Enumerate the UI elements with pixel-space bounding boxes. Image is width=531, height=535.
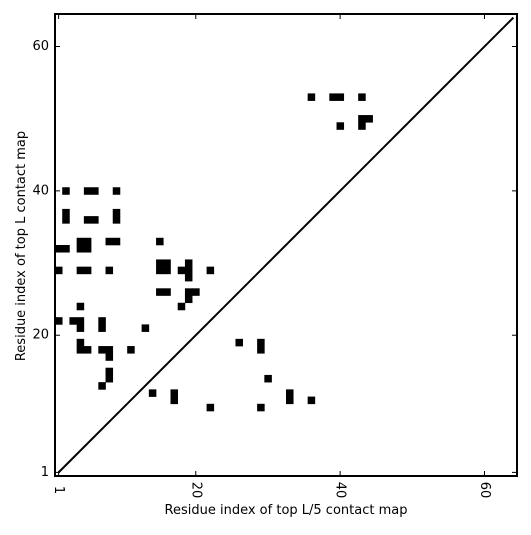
contact-cell-upper xyxy=(286,396,294,405)
y-tick-label: 1 xyxy=(41,465,49,480)
x-tick-label: 1 xyxy=(51,486,66,494)
contact-cell-lower xyxy=(55,245,63,253)
contact-cell-lower xyxy=(184,266,193,275)
contact-cell-lower xyxy=(163,288,171,296)
x-tick-label: 60 xyxy=(477,482,492,499)
contact-cell-lower xyxy=(76,324,85,332)
contact-cell-lower xyxy=(184,259,193,267)
y-tick-label: 20 xyxy=(32,328,49,343)
diagonal-line xyxy=(57,16,515,474)
contact-cell-upper xyxy=(170,396,179,405)
contact-cell-lower xyxy=(127,346,135,354)
contact-cell-lower xyxy=(156,259,164,267)
contact-cell-upper xyxy=(358,93,366,101)
contact-cell-upper xyxy=(358,122,366,130)
x-tick-label: 20 xyxy=(188,482,203,499)
contact-cell-upper xyxy=(358,115,366,123)
contact-cell-upper xyxy=(307,93,316,101)
contact-cell-upper xyxy=(264,374,272,383)
contact-cell-lower xyxy=(112,208,121,217)
contact-cell-upper xyxy=(257,346,265,354)
x-axis-ticks: 1 20 40 60 xyxy=(51,14,492,498)
contact-cell-lower xyxy=(83,266,92,275)
contact-cell-upper xyxy=(170,389,179,397)
contact-cell-lower xyxy=(76,302,85,311)
contact-cell-upper xyxy=(148,389,157,397)
contact-cell-upper xyxy=(329,93,337,101)
contact-cell-lower xyxy=(98,324,106,332)
contact-cell-lower xyxy=(184,288,193,296)
contact-cell-lower xyxy=(76,237,85,246)
contact-cell-upper xyxy=(336,122,345,130)
contact-cell-upper xyxy=(257,338,265,347)
contact-cell-lower xyxy=(69,317,77,325)
contact-cell-lower xyxy=(105,237,114,246)
contact-cell-lower xyxy=(192,288,200,296)
contact-cell-lower xyxy=(98,382,106,390)
contact-cell-lower xyxy=(105,266,114,275)
contact-cell-lower xyxy=(184,273,193,282)
contact-cell-lower xyxy=(62,187,70,195)
contact-cell-lower xyxy=(184,295,193,304)
contact-cell-lower xyxy=(156,237,164,246)
contact-cell-lower xyxy=(55,317,63,325)
y-tick-label: 40 xyxy=(32,183,49,198)
contact-cell-lower xyxy=(98,317,106,325)
contact-cell-upper xyxy=(235,338,243,347)
contact-cell-upper xyxy=(336,93,345,101)
contact-cell-lower xyxy=(206,266,215,275)
contact-cell-lower xyxy=(112,187,121,195)
contact-cells xyxy=(55,93,373,412)
contact-cell-lower xyxy=(163,259,171,267)
contact-cell-lower xyxy=(83,216,92,224)
contact-cell-lower xyxy=(76,245,85,253)
y-axis-label: Residue index of top L contact map xyxy=(14,131,29,361)
contact-cell-upper xyxy=(286,389,294,397)
contact-cell-lower xyxy=(177,266,186,275)
contact-cell-upper xyxy=(206,403,215,412)
contact-cell-lower xyxy=(83,187,92,195)
contact-cell-lower xyxy=(62,245,70,253)
contact-cell-lower xyxy=(76,266,85,275)
plot-frame xyxy=(54,13,518,477)
x-tick-label: 40 xyxy=(333,482,348,499)
contact-cell-lower xyxy=(55,266,63,275)
contact-cell-lower xyxy=(163,266,171,275)
contact-cell-lower xyxy=(105,367,114,376)
contact-cell-upper xyxy=(365,115,373,123)
contact-cell-lower xyxy=(91,216,99,224)
contact-cell-lower xyxy=(141,324,150,332)
contact-cell-lower xyxy=(76,338,85,347)
contact-cell-upper xyxy=(257,403,265,412)
contact-cell-lower xyxy=(83,237,92,246)
contact-cell-lower xyxy=(105,346,114,354)
contact-cell-lower xyxy=(91,187,99,195)
contact-cell-lower xyxy=(62,216,70,224)
y-tick-label: 60 xyxy=(32,39,49,54)
x-axis-label: Residue index of top L/5 contact map xyxy=(165,503,408,518)
contact-cell-lower xyxy=(105,374,114,383)
contact-cell-lower xyxy=(83,245,92,253)
contact-cell-lower xyxy=(112,237,121,246)
contact-cell-lower xyxy=(156,266,164,275)
contact-cell-lower xyxy=(177,302,186,311)
contact-cell-lower xyxy=(83,346,92,354)
contact-cell-lower xyxy=(105,353,114,361)
contact-cell-lower xyxy=(76,317,85,325)
contact-cell-lower xyxy=(76,346,85,354)
contact-cell-upper xyxy=(307,396,316,405)
contact-cell-lower xyxy=(156,288,164,296)
contact-cell-lower xyxy=(112,216,121,224)
y-axis-ticks: 1 20 40 60 xyxy=(32,39,517,480)
contact-cell-lower xyxy=(62,208,70,217)
contact-cell-lower xyxy=(98,346,106,354)
